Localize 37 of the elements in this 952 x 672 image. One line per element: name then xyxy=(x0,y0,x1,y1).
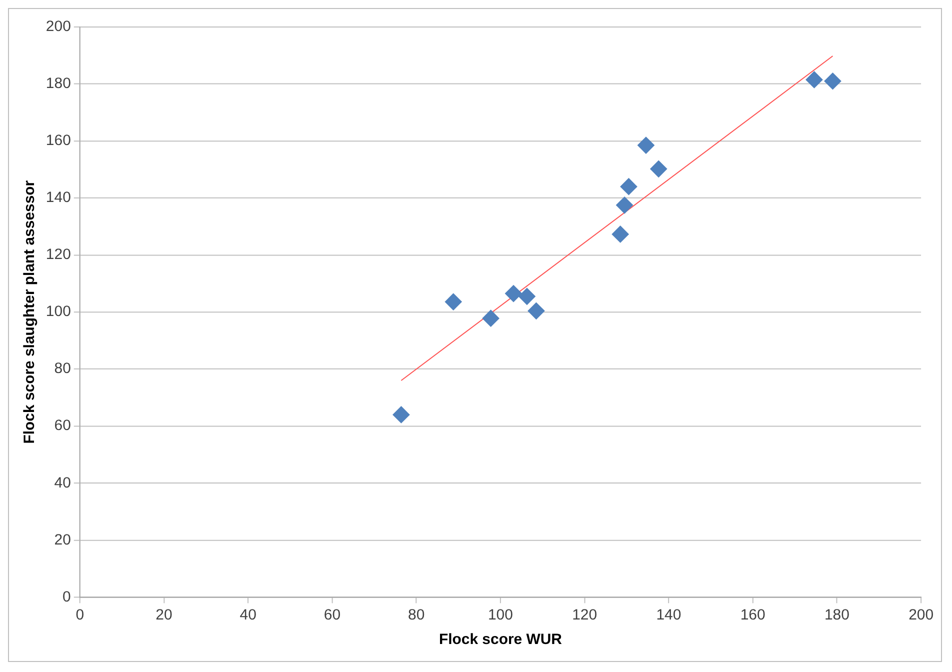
point xyxy=(392,406,410,424)
point xyxy=(612,226,629,243)
y-tick-label: 100 xyxy=(46,303,71,320)
x-tick-label: 200 xyxy=(908,606,934,624)
x-tick-label: 180 xyxy=(824,606,850,624)
y-tick-label: 60 xyxy=(54,417,71,434)
y-tick-label: 160 xyxy=(46,132,71,150)
point xyxy=(505,285,522,302)
y-tick-label: 120 xyxy=(46,246,71,264)
point xyxy=(620,178,638,196)
point xyxy=(806,71,823,88)
x-tick-label: 120 xyxy=(572,606,598,624)
y-tick-label: 180 xyxy=(46,75,71,92)
point xyxy=(528,302,545,320)
x-tick-label: 140 xyxy=(656,606,682,624)
y-tick-label: 0 xyxy=(62,588,71,606)
y-tick-label: 140 xyxy=(46,189,71,206)
x-tick-label: 20 xyxy=(156,606,172,624)
y-axis-title: Flock score slaughter plant assessor xyxy=(21,180,38,444)
x-tick-label: 100 xyxy=(488,606,513,624)
point xyxy=(518,288,536,305)
x-tick-label: 0 xyxy=(76,606,84,624)
x-tick-label: 80 xyxy=(408,606,425,624)
y-tick-label: 80 xyxy=(54,360,71,378)
point xyxy=(482,310,500,327)
x-axis-title: Flock score WUR xyxy=(438,631,562,648)
point xyxy=(616,196,634,214)
x-tick-label: 160 xyxy=(740,606,766,624)
x-tick-label: 40 xyxy=(240,606,256,624)
x-tick-label: 60 xyxy=(324,606,341,624)
y-tick-label: 200 xyxy=(46,18,71,36)
point xyxy=(638,136,654,154)
y-tick-label: 20 xyxy=(54,531,71,548)
y-tick-label: 40 xyxy=(54,474,71,492)
point xyxy=(650,160,668,178)
point xyxy=(824,72,842,90)
point xyxy=(444,293,462,310)
